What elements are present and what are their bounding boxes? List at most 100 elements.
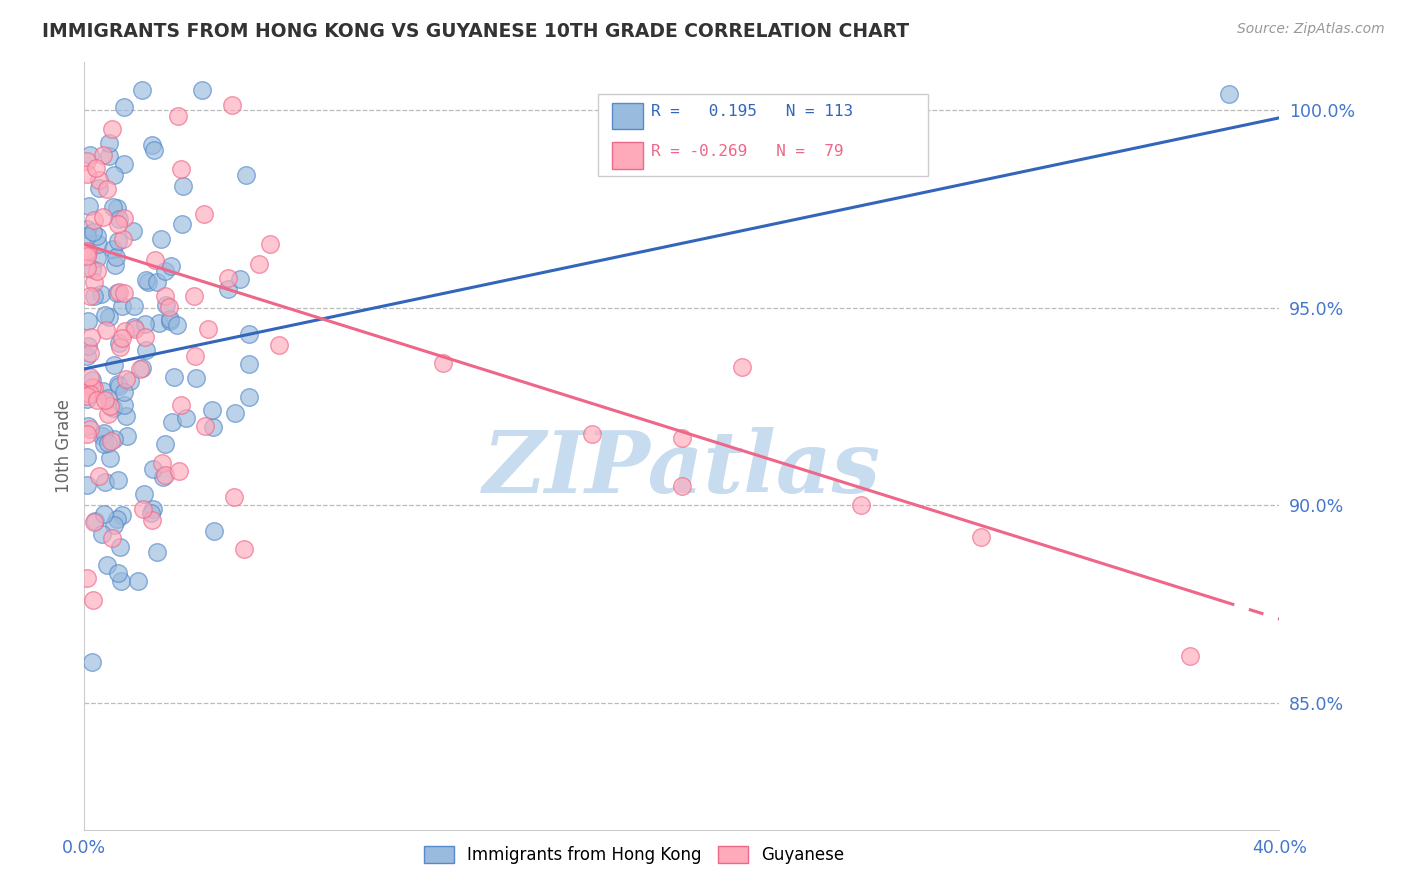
Point [79, 370, 101, 384]
Point [98, 136, 121, 151]
Point [217, 271, 239, 285]
Point [80, 261, 103, 276]
Point [79, 422, 101, 436]
Point [90, 429, 112, 443]
Point [112, 398, 135, 412]
Point [107, 217, 129, 231]
Point [98, 450, 121, 465]
Point [94, 309, 117, 323]
Point [142, 462, 165, 476]
Point [103, 358, 125, 372]
Point [79, 387, 101, 401]
Point [111, 232, 134, 246]
Point [193, 419, 215, 434]
Point [83, 275, 105, 289]
Point [127, 574, 149, 588]
Point [112, 286, 135, 301]
Point [155, 298, 177, 312]
Point [238, 390, 260, 404]
Point [153, 467, 176, 482]
Point [76, 244, 98, 258]
Point [186, 370, 208, 384]
Point [94, 323, 117, 337]
Point [193, 207, 215, 221]
Point [76, 450, 98, 465]
Point [731, 359, 754, 374]
Point [103, 242, 125, 256]
Point [76, 478, 98, 492]
Point [76, 350, 98, 364]
Point [174, 410, 197, 425]
Point [108, 540, 131, 554]
Point [87, 236, 110, 251]
Point [970, 530, 993, 544]
Point [184, 349, 207, 363]
Point [134, 343, 156, 358]
Point [97, 391, 120, 405]
Point [105, 286, 128, 301]
Point [76, 571, 98, 585]
Point [131, 361, 153, 376]
Point [86, 393, 108, 408]
Point [122, 319, 145, 334]
Point [183, 289, 205, 303]
Point [108, 379, 131, 393]
Point [141, 513, 163, 527]
Point [80, 373, 103, 387]
Point [96, 182, 118, 196]
Point [135, 273, 157, 287]
Point [82, 656, 104, 670]
Point [238, 327, 260, 342]
Point [107, 376, 129, 391]
Text: ZIPatlas: ZIPatlas [482, 427, 882, 511]
Point [83, 289, 105, 303]
Point [267, 338, 290, 352]
Point [110, 574, 132, 589]
Point [82, 379, 104, 393]
Point [202, 524, 225, 539]
Point [76, 261, 98, 276]
Point [108, 212, 131, 227]
Point [83, 212, 105, 227]
Point [87, 181, 110, 195]
Point [259, 237, 281, 252]
Point [97, 407, 120, 421]
Point [201, 403, 224, 417]
Point [224, 406, 246, 420]
Point [79, 289, 101, 303]
Point [155, 289, 177, 303]
Point [111, 299, 134, 313]
Point [104, 258, 127, 272]
Point [90, 286, 112, 301]
Point [82, 593, 104, 607]
Point [77, 314, 100, 328]
Point [93, 475, 115, 489]
Point [86, 251, 108, 265]
Point [105, 250, 128, 264]
Point [105, 512, 128, 526]
Point [157, 300, 180, 314]
Point [197, 321, 219, 335]
Point [229, 272, 252, 286]
Point [129, 362, 152, 376]
Point [76, 427, 98, 442]
Point [112, 100, 135, 114]
Point [76, 168, 98, 182]
Point [155, 264, 177, 278]
Point [111, 330, 134, 344]
Point [107, 201, 129, 215]
Point [124, 322, 146, 336]
Point [103, 432, 125, 446]
Point [139, 506, 162, 520]
Point [101, 401, 124, 415]
Point [202, 419, 225, 434]
Point [143, 143, 166, 157]
Point [91, 384, 114, 398]
Point [93, 507, 115, 521]
Point [100, 434, 122, 449]
Point [131, 83, 153, 97]
Text: R =   0.195   N = 113: R = 0.195 N = 113 [651, 104, 853, 120]
Point [159, 312, 181, 326]
Point [87, 468, 110, 483]
Point [107, 335, 129, 350]
